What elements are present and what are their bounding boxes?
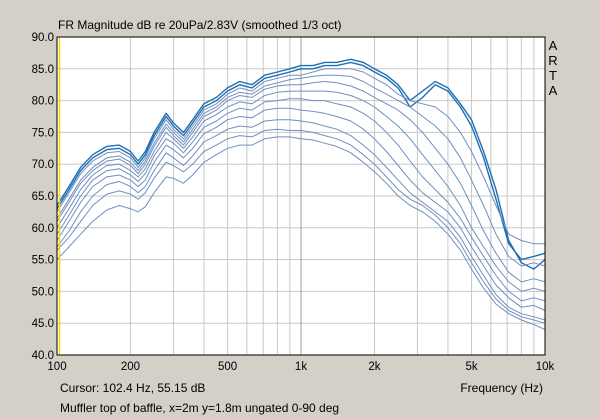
x-tick-label: 10k <box>536 361 555 373</box>
y-tick-label: 85.0 <box>32 64 54 76</box>
x-axis-label: Frequency (Hz) <box>460 381 543 395</box>
y-tick-label: 80.0 <box>32 96 54 108</box>
chart-title: FR Magnitude dB re 20uPa/2.83V (smoothed… <box>58 18 342 32</box>
x-tick-label: 200 <box>121 361 140 373</box>
response-curve-9 <box>56 119 546 321</box>
x-tick-label: 1k <box>295 361 307 373</box>
response-curve-10 <box>56 128 546 324</box>
x-tick-labels: 100 200 500 1k 2k 5k 10k <box>47 361 554 373</box>
x-tick-label: 5k <box>465 361 477 373</box>
y-tick-label: 65.0 <box>32 191 54 203</box>
y-tick-label: 45.0 <box>32 318 54 330</box>
response-curve-7 <box>56 98 546 302</box>
cursor-readout: Cursor: 102.4 Hz, 55.15 dB <box>60 381 205 395</box>
y-tick-label: 75.0 <box>32 127 54 139</box>
y-tick-label: 70.0 <box>32 159 54 171</box>
x-tick-label: 500 <box>218 361 237 373</box>
y-tick-label: 60.0 <box>32 223 54 235</box>
response-curves <box>56 58 546 331</box>
branding-letter: R <box>548 53 557 68</box>
response-curve-2 <box>56 61 546 261</box>
response-curve-5 <box>56 81 546 283</box>
y-tick-label: 40.0 <box>32 350 54 362</box>
y-tick-label: 90.0 <box>32 32 54 44</box>
x-tick-label: 2k <box>368 361 380 373</box>
branding-letter: T <box>549 68 557 83</box>
y-tick-label: 50.0 <box>32 286 54 298</box>
response-curve-11 <box>56 136 546 331</box>
y-tick-label: 55.0 <box>32 255 54 267</box>
response-curve-6 <box>56 90 546 292</box>
chart-caption: Muffler top of baffle, x=2m y=1.8m ungat… <box>60 401 339 415</box>
plot-frame <box>56 36 546 356</box>
response-curve-4 <box>56 74 546 267</box>
response-curve-1 <box>56 58 546 270</box>
branding-letter: A <box>549 83 558 98</box>
y-tick-labels: 90.0 85.0 80.0 75.0 70.0 65.0 60.0 55.0 50.0 45.0… <box>32 32 54 362</box>
branding-letter: A <box>549 38 558 53</box>
response-curve-3 <box>56 68 545 245</box>
x-tick-label: 100 <box>47 361 66 373</box>
response-curve-8 <box>56 107 546 311</box>
